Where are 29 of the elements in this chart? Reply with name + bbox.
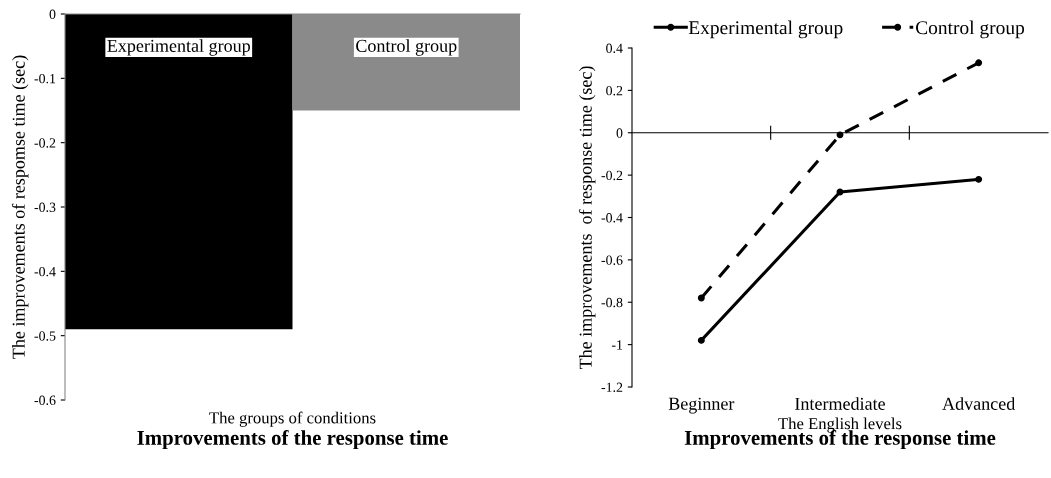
y-tick-label: -1.2 <box>601 382 623 393</box>
point <box>697 294 705 302</box>
point <box>975 59 983 67</box>
y-tick-label: 0 <box>616 128 623 138</box>
y-tick-label: 0 <box>49 9 56 19</box>
y-tick-label: -0.5 <box>34 331 56 341</box>
y-tick-label: -0.3 <box>34 202 56 213</box>
x-tick-label: Intermediate <box>795 397 885 410</box>
point <box>697 336 705 344</box>
y-tick-label: -0.6 <box>34 395 56 406</box>
y-tick-label: 0.4 <box>606 43 623 54</box>
y-tick-label: -0.8 <box>601 297 623 308</box>
legend-label: Control group <box>915 20 1025 39</box>
text: Improvements of the response time <box>137 430 448 450</box>
y-tick-label: -0.4 <box>601 213 623 223</box>
y-tick-label: -0.4 <box>34 266 56 277</box>
y-tick-label: -1 <box>611 340 623 350</box>
y-tick-label: 0.2 <box>606 85 623 96</box>
point <box>975 175 983 183</box>
y-tick-label: -0.1 <box>34 73 56 84</box>
x-axis-title: The groups of conditions <box>209 411 376 427</box>
x-tick-label: Beginner <box>668 397 735 414</box>
y-axis-title: The improvements of respomse time (sec) <box>11 55 29 359</box>
y-tick-label: -0.6 <box>601 255 623 265</box>
y-tick-label: -0.2 <box>601 170 623 181</box>
x-tick-label: Advanced <box>942 397 1016 410</box>
y-axis-title: The improvements of response time (sec) <box>578 66 596 370</box>
y-tick-label: -0.2 <box>34 138 56 148</box>
legend-label: Experimental group <box>688 20 843 39</box>
